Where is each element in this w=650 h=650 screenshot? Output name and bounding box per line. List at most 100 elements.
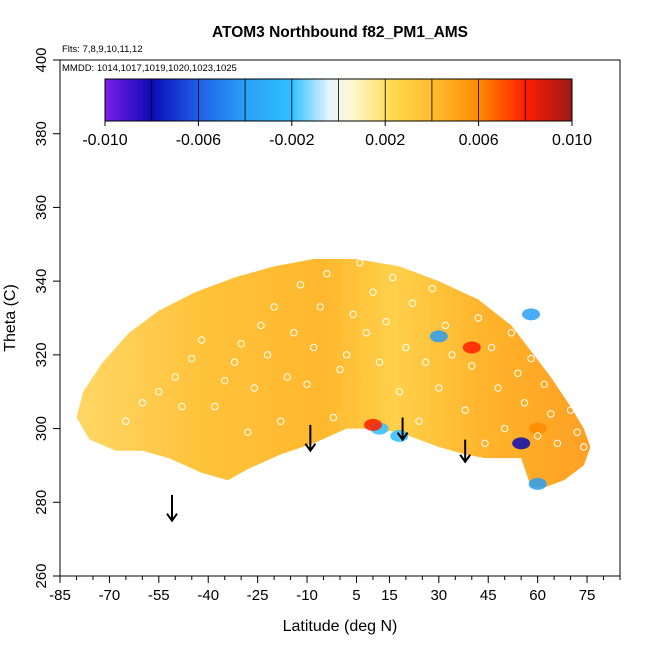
sample-point — [178, 402, 186, 411]
sample-point — [230, 358, 239, 366]
sample-point — [501, 424, 509, 433]
sample-point — [435, 384, 443, 392]
y-tick-label: 300 — [33, 416, 50, 441]
x-tick-label: 5 — [352, 587, 360, 604]
y-tick-label: 400 — [33, 47, 50, 72]
x-tick-label: -10 — [296, 587, 318, 604]
anomaly-cell — [522, 308, 541, 321]
sample-point — [290, 329, 298, 337]
data-field — [76, 259, 591, 488]
x-tick-label: 60 — [529, 587, 546, 604]
sample-point — [560, 365, 568, 374]
y-axis-label: Theta (C) — [2, 284, 19, 352]
sample-point — [494, 384, 502, 392]
x-tick-label: -70 — [99, 587, 121, 604]
sample-point — [263, 351, 272, 359]
sample-point — [540, 380, 548, 389]
sample-point — [112, 450, 120, 459]
sample-point — [122, 417, 130, 425]
sample-point — [382, 317, 390, 326]
anomaly-cell — [363, 418, 382, 431]
sample-point — [389, 273, 397, 282]
sample-point — [395, 388, 403, 396]
sample-point — [454, 277, 463, 285]
sample-point — [375, 358, 384, 366]
field-surface — [76, 259, 591, 488]
y-tick-label: 260 — [33, 563, 50, 588]
y-axis: 260 280 300 320 340 360 380 400 — [33, 47, 60, 589]
y-tick-label: 380 — [33, 121, 50, 146]
sample-point — [553, 439, 562, 448]
sample-point — [369, 288, 377, 296]
sample-point — [211, 402, 219, 411]
anomaly-cell — [528, 477, 547, 490]
x-axis-label: Latitude (deg N) — [283, 618, 398, 635]
y-tick-label: 280 — [33, 490, 50, 515]
anomaly-cell — [429, 330, 448, 343]
sample-point — [514, 369, 522, 377]
sample-point — [237, 340, 245, 348]
sample-point — [507, 329, 515, 337]
sample-point — [250, 384, 259, 392]
sample-point — [533, 432, 542, 440]
y-tick-label: 360 — [33, 195, 50, 220]
x-tick-label: 75 — [579, 587, 596, 604]
sample-point — [481, 439, 489, 448]
x-tick-label: -85 — [49, 587, 71, 604]
sample-point — [547, 410, 555, 418]
sample-point — [283, 373, 291, 381]
anomaly-cell — [462, 341, 481, 354]
anomaly-layer — [363, 308, 547, 490]
sample-point — [474, 314, 483, 322]
sample-point — [303, 380, 311, 389]
sample-point — [316, 303, 324, 311]
sample-point — [441, 321, 450, 330]
sample-point — [421, 358, 430, 366]
x-tick-label: 15 — [381, 587, 398, 604]
sample-point — [349, 310, 357, 319]
sample-point — [155, 388, 163, 396]
y-tick-label: 320 — [33, 342, 50, 367]
plot-area — [76, 259, 591, 523]
sample-point — [527, 354, 535, 363]
colorbar-tick-label: 0.002 — [365, 132, 405, 149]
sample-point — [408, 299, 417, 307]
sample-point — [356, 259, 364, 267]
sample-point — [362, 329, 371, 337]
anomaly-cell — [528, 422, 547, 435]
x-tick-label: -40 — [197, 587, 219, 604]
sample-point — [323, 270, 331, 278]
colorbar-tick-label: 0.010 — [552, 132, 592, 149]
sample-point — [197, 336, 206, 344]
arrow-markers — [166, 417, 471, 523]
arrow-marker — [304, 424, 317, 453]
sample-point — [342, 351, 351, 359]
sample-points — [89, 259, 588, 459]
colorbar-tick-label: -0.006 — [176, 132, 221, 149]
sample-point — [487, 343, 496, 352]
sample-point — [428, 284, 436, 293]
x-tick-label: 45 — [480, 587, 497, 604]
sample-point — [566, 406, 575, 414]
x-axis: -85 -70 -55 -40 -25 -10 5 15 30 45 60 75 — [49, 576, 621, 604]
colorbar-tick-label: -0.002 — [269, 132, 314, 149]
flights-subtitle: Flts: 7,8,9,10,11,12 — [62, 44, 143, 55]
sample-point — [329, 413, 338, 422]
sample-point — [244, 428, 252, 436]
sample-point — [138, 399, 147, 407]
x-tick-label: 30 — [430, 587, 447, 604]
x-tick-label: -25 — [247, 587, 269, 604]
colorbar-tick-label: -0.010 — [82, 132, 127, 149]
chart-title: ATOM3 Northbound f82_PM1_AMS — [212, 24, 468, 41]
sample-point — [461, 406, 469, 414]
sample-point — [520, 399, 529, 407]
x-tick-label: -55 — [148, 587, 170, 604]
sample-point — [89, 450, 97, 459]
dates-subtitle: MMDD: 1014,1017,1019,1020,1023,1025 — [62, 63, 237, 74]
sample-point — [573, 428, 581, 436]
sample-point — [171, 373, 179, 381]
colorbar-tick-label: 0.006 — [459, 132, 499, 149]
sample-point — [188, 354, 196, 363]
sample-point — [277, 417, 285, 425]
